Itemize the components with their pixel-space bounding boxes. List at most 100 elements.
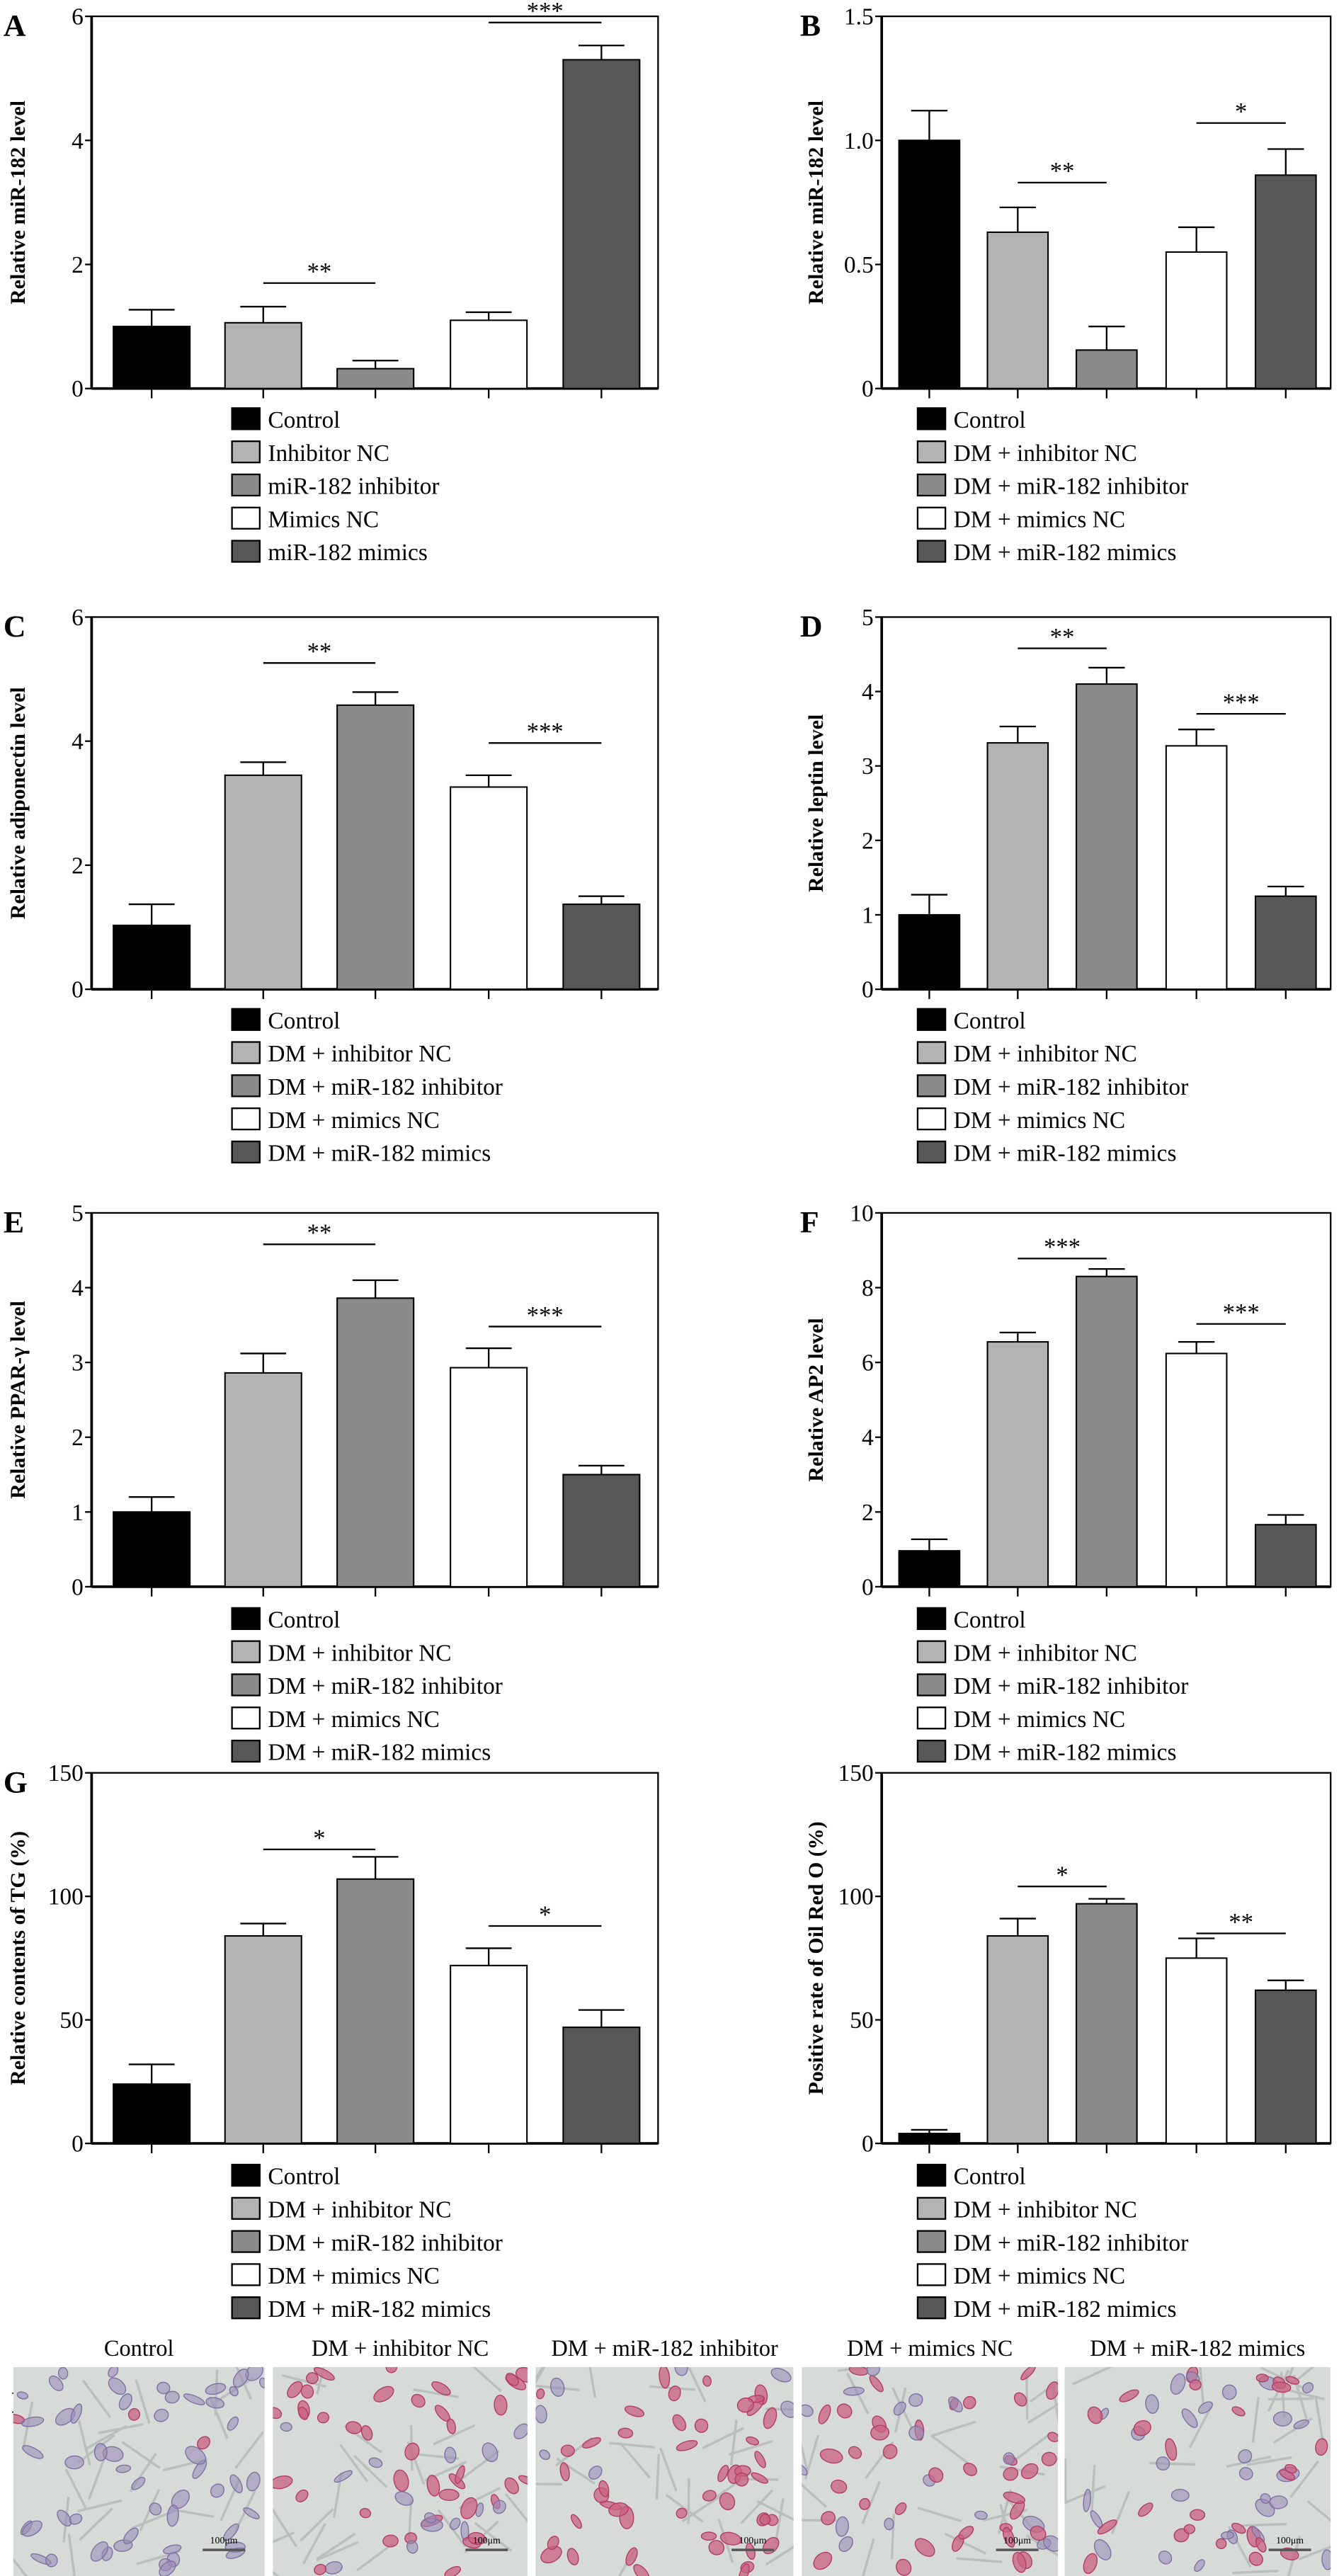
cell [1047,2432,1059,2443]
legend-label: DM + inhibitor NC [268,1640,451,1666]
bar [986,231,1049,389]
y-tick-label: 4 [862,679,874,705]
cell-process [655,2454,661,2500]
cell [581,2437,601,2449]
cell-process [1289,2460,1320,2499]
cell [122,2527,139,2545]
cell-process [944,2532,987,2555]
legend-swatch [231,1673,261,1697]
cell [1041,2451,1057,2466]
legend-label: DM + mimics NC [268,2263,439,2289]
cell [1020,2366,1036,2381]
cell [588,2466,603,2480]
cell [1285,2376,1300,2385]
legend-swatch [231,1739,261,1763]
cell [624,2405,645,2417]
cell [1255,2373,1269,2383]
cell [1093,2538,1112,2560]
bar [336,704,415,991]
cell-process [1072,2366,1115,2386]
y-tick-label: 150 [838,1760,874,1786]
cell [598,2480,610,2497]
cell [393,2469,409,2492]
cell [1012,2552,1027,2573]
legend-swatch [916,1607,947,1630]
cell [948,2396,963,2412]
cell-process [78,2420,91,2466]
chart-panel-G: G Relative contents of TG (%) 0 50 100 150 * * C… [4,1760,659,2323]
legend-label: DM + miR-182 mimics [954,1740,1177,1766]
cell [914,2538,935,2557]
cell [513,2423,528,2439]
bar [986,1934,1049,2145]
cell [444,2446,457,2463]
cell-process [1011,2434,1049,2464]
cell-process [273,2531,295,2552]
bar [986,1341,1049,1588]
cell [45,2553,58,2568]
y-tick-label: 2 [72,853,84,879]
bar [336,1878,415,2145]
cell [1231,2406,1246,2417]
cell [1003,2467,1019,2481]
y-axis-label: Relative leptin level [804,714,828,892]
cell-process [1314,2395,1324,2441]
cell [273,2475,293,2490]
cell [835,2516,849,2537]
bar [986,742,1049,991]
significance-label: ** [307,639,332,666]
cell [1221,2384,1237,2400]
legend-swatch [231,1107,261,1131]
cell [908,2425,925,2441]
cell [894,2502,907,2515]
cell [736,2397,754,2413]
y-tick-label: 6 [862,1350,874,1377]
cell [1238,2449,1253,2464]
cell [540,2546,562,2564]
cell [295,2489,309,2502]
y-tick-label: 2 [862,828,874,854]
panel-letter: F [800,1206,819,1240]
legend-label: Control [954,2164,1026,2190]
cell [702,2490,717,2502]
y-tick-label: 50 [850,2007,873,2034]
legend-label: DM + inhibitor NC [954,2196,1137,2223]
legend-label: miR-182 mimics [268,540,428,566]
cell [185,2446,207,2465]
cell [780,2400,794,2418]
cell [166,2504,179,2527]
bar [1165,251,1228,389]
cell-process [1188,2406,1212,2449]
cell-process [121,2441,161,2470]
cell [963,2462,978,2476]
cell [64,2455,84,2470]
cell-process [1246,2456,1292,2466]
bar [562,904,641,991]
cell [159,2560,176,2576]
cell [232,2369,249,2388]
legend-label: Mimics NC [268,506,379,532]
cell [1255,2537,1267,2553]
cell [813,2551,833,2570]
cell [57,2366,69,2380]
legend-label: DM + inhibitor NC [268,2196,451,2223]
y-tick-label: 8 [862,1275,874,1301]
cell [547,2536,559,2551]
cell [156,2381,171,2395]
cell [802,2463,808,2476]
cell [210,2483,225,2498]
bar [336,1297,415,1588]
cell [313,2366,335,2381]
cell-process [1306,2500,1331,2531]
y-tick-label: 0 [72,2131,84,2158]
cell [1189,2379,1202,2390]
cell [1097,2519,1117,2535]
cell [1183,2524,1196,2534]
legend-swatch [231,440,261,464]
cell-process [774,2498,785,2544]
cell-process [339,2444,369,2483]
panel-letter: D [800,610,823,644]
cell [694,2418,709,2433]
